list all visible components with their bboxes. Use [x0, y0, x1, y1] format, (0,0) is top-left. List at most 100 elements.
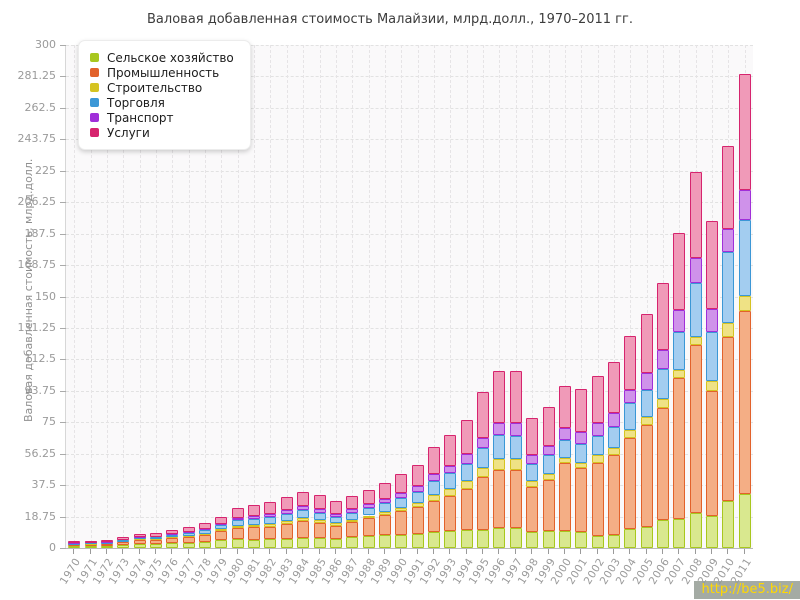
bar-segment-Услуги-1989[interactable]	[378, 483, 391, 500]
bar-segment-Строительство-1983[interactable]	[280, 520, 293, 525]
bar-segment-Сельское хозяйство-1995[interactable]	[477, 529, 490, 548]
bar-segment-Транспорт-2001[interactable]	[575, 432, 588, 445]
bar-segment-Услуги-2004[interactable]	[624, 335, 637, 391]
bar-segment-Промышленность-1978[interactable]	[199, 534, 212, 542]
bar-segment-Сельское хозяйство-1979[interactable]	[215, 540, 228, 548]
bar-segment-Торговля-1985[interactable]	[313, 512, 326, 520]
bar-segment-Транспорт-1988[interactable]	[362, 504, 375, 508]
bar-segment-Услуги-1972[interactable]	[100, 540, 113, 543]
bar-segment-Промышленность-1976[interactable]	[166, 538, 179, 544]
bar-segment-Услуги-1977[interactable]	[182, 527, 195, 532]
bar-segment-Транспорт-2000[interactable]	[558, 428, 571, 441]
bar-segment-Транспорт-2002[interactable]	[591, 422, 604, 436]
bar-segment-Услуги-1978[interactable]	[199, 523, 212, 529]
bar-segment-Услуги-1976[interactable]	[166, 530, 179, 534]
bar-segment-Сельское хозяйство-1992[interactable]	[428, 532, 441, 548]
bar-segment-Сельское хозяйство-1977[interactable]	[182, 542, 195, 548]
watermark-link[interactable]: http://be5.biz/	[694, 581, 800, 599]
bar-segment-Строительство-1998[interactable]	[526, 481, 539, 488]
bar-segment-Сельское хозяйство-1999[interactable]	[542, 530, 555, 548]
bar-segment-Промышленность-2000[interactable]	[558, 463, 571, 531]
bar-segment-Торговля-1995[interactable]	[477, 447, 490, 469]
bar-segment-Строительство-1988[interactable]	[362, 515, 375, 518]
bar-segment-Строительство-2009[interactable]	[706, 380, 719, 391]
bar-segment-Услуги-2011[interactable]	[738, 73, 751, 191]
bar-segment-Транспорт-1979[interactable]	[215, 523, 228, 526]
bar-segment-Транспорт-1990[interactable]	[395, 492, 408, 498]
bar-segment-Сельское хозяйство-1976[interactable]	[166, 543, 179, 548]
bar-segment-Услуги-1995[interactable]	[477, 392, 490, 438]
bar-segment-Сельское хозяйство-2002[interactable]	[591, 535, 604, 548]
bar-segment-Торговля-1979[interactable]	[215, 525, 228, 530]
bar-segment-Промышленность-2007[interactable]	[673, 378, 686, 519]
bar-segment-Строительство-1993[interactable]	[444, 489, 457, 496]
bar-segment-Торговля-1987[interactable]	[346, 512, 359, 520]
legend-item-Сельское хозяйство[interactable]: Сельское хозяйство	[90, 50, 234, 65]
bar-segment-Транспорт-1993[interactable]	[444, 465, 457, 474]
bar-segment-Услуги-1971[interactable]	[84, 541, 97, 543]
bar-segment-Строительство-1997[interactable]	[509, 459, 522, 471]
bar-segment-Торговля-1986[interactable]	[329, 517, 342, 524]
bar-segment-Сельское хозяйство-1998[interactable]	[526, 531, 539, 548]
bar-segment-Торговля-1973[interactable]	[117, 539, 130, 542]
bar-segment-Промышленность-1972[interactable]	[100, 544, 113, 547]
bar-segment-Сельское хозяйство-1991[interactable]	[411, 534, 424, 548]
bar-segment-Строительство-1984[interactable]	[297, 517, 310, 522]
bar-segment-Промышленность-2011[interactable]	[738, 310, 751, 495]
bar-segment-Промышленность-1998[interactable]	[526, 487, 539, 532]
bar-segment-Торговля-2010[interactable]	[722, 252, 735, 324]
bar-segment-Сельское хозяйство-1985[interactable]	[313, 538, 326, 548]
bar-segment-Торговля-1984[interactable]	[297, 510, 310, 518]
bar-segment-Сельское хозяйство-1986[interactable]	[329, 539, 342, 548]
bar-segment-Промышленность-1987[interactable]	[346, 522, 359, 538]
legend-item-Строительство[interactable]: Строительство	[90, 80, 234, 95]
bar-segment-Торговля-1976[interactable]	[166, 534, 179, 538]
bar-segment-Услуги-2006[interactable]	[657, 283, 670, 351]
bar-segment-Транспорт-1992[interactable]	[428, 474, 441, 482]
bar-segment-Услуги-1975[interactable]	[149, 533, 162, 537]
bar-segment-Промышленность-1975[interactable]	[149, 540, 162, 545]
bar-segment-Транспорт-1985[interactable]	[313, 509, 326, 513]
bar-segment-Услуги-2001[interactable]	[575, 389, 588, 433]
bar-segment-Сельское хозяйство-2000[interactable]	[558, 530, 571, 548]
bar-segment-Транспорт-1987[interactable]	[346, 509, 359, 513]
bar-segment-Торговля-1993[interactable]	[444, 473, 457, 490]
bar-segment-Сельское хозяйство-1994[interactable]	[460, 529, 473, 548]
bar-segment-Транспорт-1981[interactable]	[248, 516, 261, 519]
bar-segment-Промышленность-2001[interactable]	[575, 467, 588, 532]
bar-segment-Торговля-2004[interactable]	[624, 403, 637, 430]
bar-segment-Промышленность-2005[interactable]	[640, 424, 653, 528]
bar-segment-Сельское хозяйство-1970[interactable]	[68, 546, 81, 548]
bar-segment-Транспорт-2011[interactable]	[738, 190, 751, 221]
bar-segment-Транспорт-1997[interactable]	[509, 422, 522, 436]
bar-segment-Сельское хозяйство-2005[interactable]	[640, 527, 653, 548]
bar-segment-Сельское хозяйство-1989[interactable]	[378, 535, 391, 548]
bar-segment-Промышленность-2009[interactable]	[706, 390, 719, 517]
bar-segment-Торговля-1982[interactable]	[264, 517, 277, 524]
bar-segment-Строительство-1980[interactable]	[231, 525, 244, 528]
bar-segment-Промышленность-2003[interactable]	[607, 455, 620, 536]
bar-segment-Промышленность-1996[interactable]	[493, 469, 506, 528]
bar-segment-Сельское хозяйство-1975[interactable]	[149, 544, 162, 548]
bar-segment-Услуги-1981[interactable]	[248, 505, 261, 517]
bar-segment-Услуги-2007[interactable]	[673, 232, 686, 310]
bar-segment-Промышленность-2006[interactable]	[657, 407, 670, 520]
bar-segment-Транспорт-1994[interactable]	[460, 454, 473, 464]
bar-segment-Торговля-1990[interactable]	[395, 497, 408, 508]
bar-segment-Строительство-2004[interactable]	[624, 429, 637, 438]
bar-segment-Промышленность-1989[interactable]	[378, 514, 391, 536]
bar-segment-Услуги-1984[interactable]	[297, 491, 310, 507]
bar-segment-Услуги-1982[interactable]	[264, 501, 277, 515]
bar-segment-Сельское хозяйство-1981[interactable]	[248, 539, 261, 548]
bar-segment-Промышленность-1992[interactable]	[428, 500, 441, 533]
bar-segment-Сельское хозяйство-1993[interactable]	[444, 531, 457, 548]
bar-segment-Сельское хозяйство-1982[interactable]	[264, 539, 277, 548]
bar-segment-Промышленность-2002[interactable]	[591, 462, 604, 536]
bar-segment-Торговля-1992[interactable]	[428, 481, 441, 496]
bar-segment-Сельское хозяйство-2007[interactable]	[673, 518, 686, 548]
bar-segment-Услуги-2005[interactable]	[640, 314, 653, 374]
bar-segment-Строительство-1989[interactable]	[378, 512, 391, 515]
bar-segment-Торговля-2000[interactable]	[558, 440, 571, 459]
bar-segment-Транспорт-1995[interactable]	[477, 437, 490, 448]
bar-segment-Промышленность-2004[interactable]	[624, 437, 637, 530]
